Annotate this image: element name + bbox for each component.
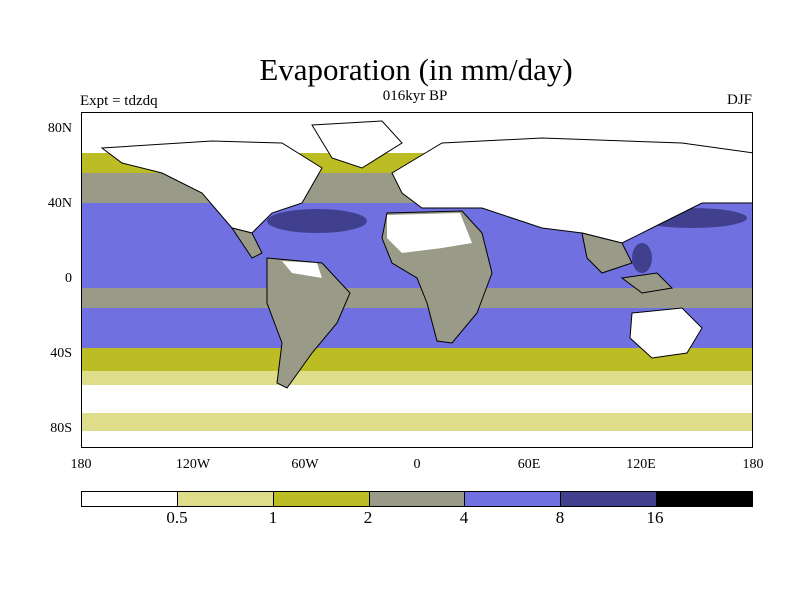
- lat-tick-label: 40N: [47, 196, 72, 211]
- lat-tick-label: 40S: [50, 346, 72, 361]
- lon-tick-label: 0: [413, 457, 421, 472]
- colorbar-box: [657, 492, 753, 506]
- colorbar-label: 8: [555, 508, 565, 527]
- north-america: [100, 140, 323, 234]
- colorbar-box: [465, 492, 562, 506]
- gulf-stream-max: [267, 209, 367, 233]
- sahara-low: [387, 213, 472, 253]
- central-america: [230, 227, 263, 259]
- south-america: [266, 257, 351, 389]
- lat-tick-label: 80S: [50, 421, 72, 436]
- lon-tick-label: 180: [742, 457, 764, 472]
- colorbar-label: 2: [363, 508, 373, 527]
- australia: [629, 307, 703, 359]
- lon-tick-label: 60W: [291, 457, 319, 472]
- eurasia: [391, 137, 752, 244]
- amazon-low: [282, 261, 322, 278]
- colorbar-box: [369, 492, 466, 506]
- evaporation-map: [81, 112, 753, 448]
- lon-tick-label: 180: [70, 457, 92, 472]
- season-label: DJF: [726, 92, 752, 108]
- indonesia: [620, 272, 674, 294]
- antarctica: [82, 431, 752, 447]
- chart-subtitle: 016kyr BP: [382, 88, 448, 104]
- colorbar-label: 16: [646, 508, 664, 527]
- colorbar-label: 1: [268, 508, 278, 527]
- colorbar-box: [561, 492, 658, 506]
- colorbar-label: 4: [459, 508, 469, 527]
- colorbar-label: 0.5: [166, 508, 188, 527]
- map-canvas: [82, 113, 752, 447]
- chart-title: Evaporation (in mm/day): [259, 52, 573, 87]
- band-south-white: [82, 385, 752, 415]
- colorbar-box: [82, 492, 178, 506]
- lat-tick-label: 80N: [47, 121, 72, 136]
- band-south-yellow: [82, 348, 752, 373]
- band-eq-gray: [82, 288, 752, 308]
- lat-tick-label: 0: [65, 271, 72, 286]
- colorbar-box: [177, 492, 274, 506]
- colorbar-box: [273, 492, 370, 506]
- greenland: [311, 120, 403, 169]
- west-pacific-max: [632, 243, 652, 273]
- lon-tick-label: 120E: [626, 457, 656, 472]
- experiment-label: Expt = tdzdq: [80, 93, 158, 109]
- colorbar: [81, 491, 753, 507]
- south-asia: [581, 232, 633, 274]
- lon-tick-label: 60E: [517, 457, 541, 472]
- lon-tick-label: 120W: [175, 457, 211, 472]
